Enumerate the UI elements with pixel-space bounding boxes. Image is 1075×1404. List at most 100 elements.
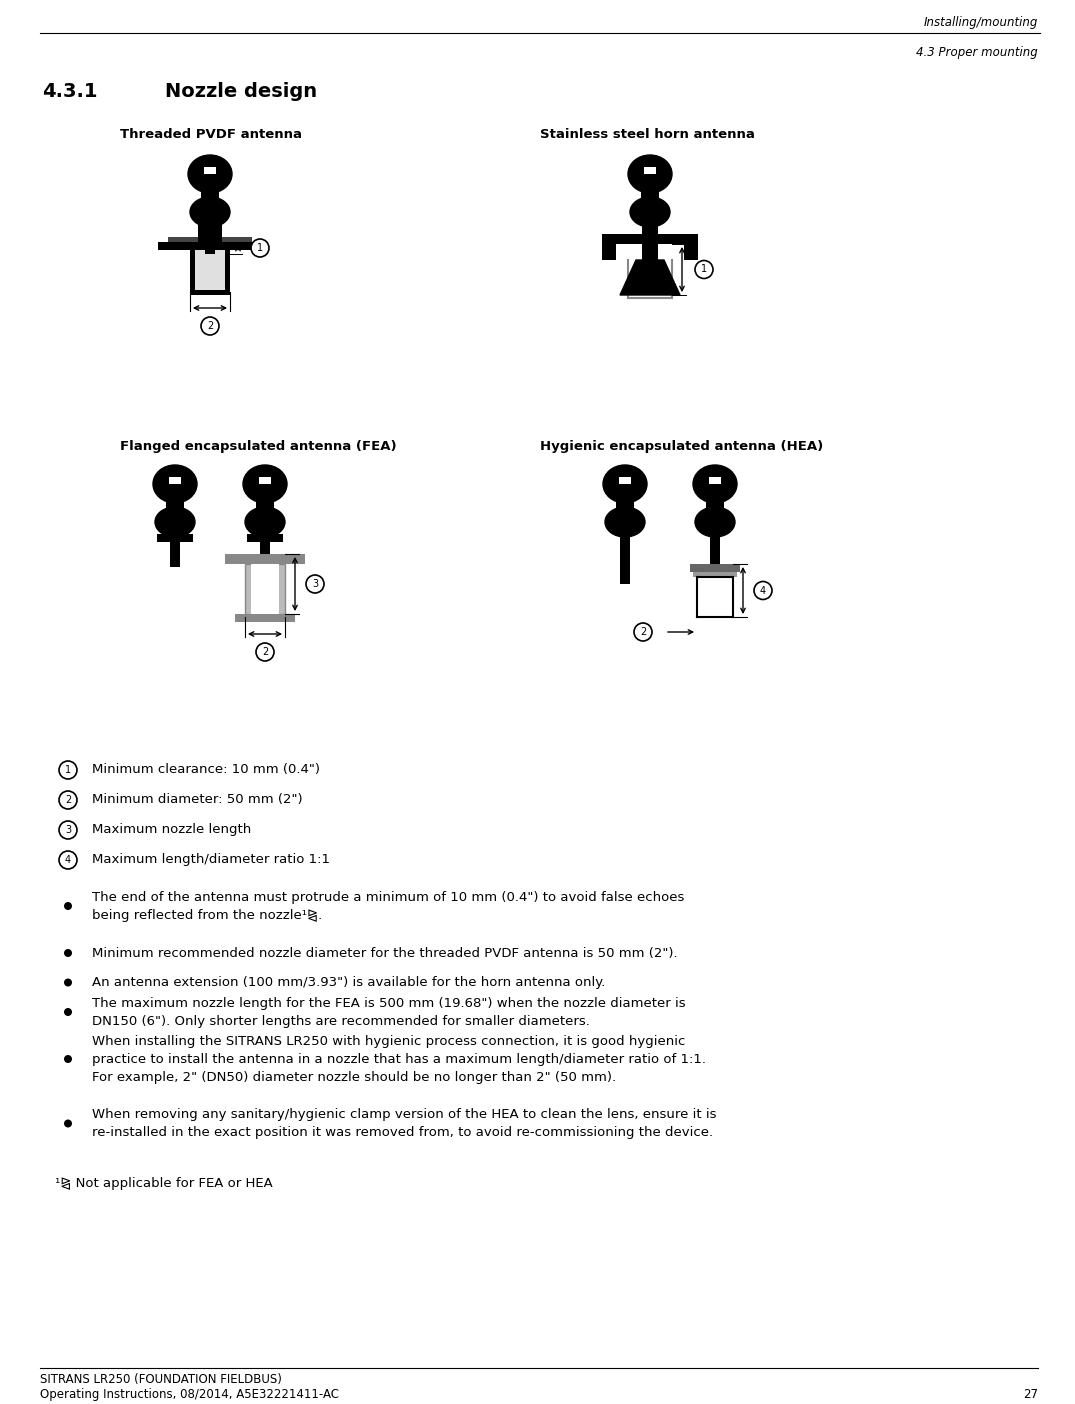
Ellipse shape — [190, 197, 230, 227]
Circle shape — [754, 581, 772, 600]
Bar — [256, 496, 274, 510]
Ellipse shape — [605, 507, 645, 536]
Text: 1: 1 — [701, 264, 707, 275]
Text: Operating Instructions, 08/2014, A5E32221411-AC: Operating Instructions, 08/2014, A5E3222… — [40, 1389, 339, 1401]
Text: Minimum diameter: 50 mm (2"): Minimum diameter: 50 mm (2") — [92, 793, 303, 806]
Ellipse shape — [630, 197, 670, 227]
Bar — [201, 199, 219, 225]
Text: When installing the SITRANS LR250 with hygienic process connection, it is good h: When installing the SITRANS LR250 with h… — [92, 1035, 706, 1084]
Bar — [641, 185, 659, 199]
Text: Threaded PVDF antenna: Threaded PVDF antenna — [120, 128, 302, 140]
Circle shape — [634, 623, 653, 642]
Circle shape — [64, 979, 72, 987]
Bar — [693, 571, 737, 577]
Text: 3: 3 — [312, 578, 318, 590]
Bar — [205, 240, 215, 254]
Bar — [706, 510, 723, 534]
Bar — [690, 564, 740, 571]
Bar — [166, 510, 184, 534]
Bar — [256, 510, 274, 534]
Bar — [620, 534, 630, 584]
Bar — [710, 477, 721, 484]
Bar — [225, 555, 305, 564]
Text: 4: 4 — [64, 855, 71, 865]
Ellipse shape — [188, 154, 232, 192]
Text: The end of the antenna must protrude a minimum of 10 mm (0.4") to avoid false ec: The end of the antenna must protrude a m… — [92, 890, 685, 921]
Text: 2: 2 — [640, 628, 646, 637]
Bar — [658, 244, 684, 258]
Bar — [259, 477, 271, 484]
Bar — [710, 534, 720, 564]
Text: Maximum length/diameter ratio 1:1: Maximum length/diameter ratio 1:1 — [92, 854, 330, 866]
Polygon shape — [620, 260, 680, 295]
Bar — [642, 244, 658, 260]
Bar — [170, 542, 180, 567]
Text: SITRANS LR250 (FOUNDATION FIELDBUS): SITRANS LR250 (FOUNDATION FIELDBUS) — [40, 1373, 282, 1386]
Text: 2: 2 — [262, 647, 268, 657]
Text: 27: 27 — [1023, 1389, 1038, 1401]
Ellipse shape — [243, 465, 287, 503]
Circle shape — [59, 821, 77, 840]
Bar — [616, 244, 642, 258]
Bar — [225, 250, 230, 291]
Bar — [602, 244, 616, 260]
Circle shape — [256, 643, 274, 661]
Circle shape — [696, 261, 713, 278]
Bar — [602, 234, 698, 244]
Circle shape — [64, 1008, 72, 1016]
Text: Maximum nozzle length: Maximum nozzle length — [92, 824, 252, 837]
Bar — [201, 185, 219, 199]
Text: An antenna extension (100 mm/3.93") is available for the horn antenna only.: An antenna extension (100 mm/3.93") is a… — [92, 976, 605, 988]
Ellipse shape — [153, 465, 197, 503]
Bar — [190, 250, 195, 291]
Text: 4.3 Proper mounting: 4.3 Proper mounting — [916, 46, 1038, 59]
Bar — [616, 510, 634, 534]
Text: The maximum nozzle length for the FEA is 500 mm (19.68") when the nozzle diamete: The maximum nozzle length for the FEA is… — [92, 997, 686, 1028]
Circle shape — [250, 239, 269, 257]
Bar — [190, 291, 230, 295]
Ellipse shape — [245, 507, 285, 536]
Bar — [235, 614, 295, 622]
Bar — [157, 534, 194, 542]
Bar — [247, 534, 283, 542]
Bar — [245, 564, 285, 614]
Bar — [158, 241, 262, 250]
Bar — [204, 167, 216, 174]
Text: Stainless steel horn antenna: Stainless steel horn antenna — [540, 128, 755, 140]
Text: 1: 1 — [64, 765, 71, 775]
Text: 2: 2 — [64, 795, 71, 804]
Bar — [619, 477, 631, 484]
Text: 1: 1 — [257, 243, 263, 253]
Ellipse shape — [693, 465, 737, 503]
Bar — [168, 237, 252, 241]
Bar — [250, 564, 280, 614]
Text: When removing any sanitary/hygienic clamp version of the HEA to clean the lens, : When removing any sanitary/hygienic clam… — [92, 1108, 717, 1139]
Bar — [706, 496, 723, 510]
Circle shape — [59, 851, 77, 869]
Bar — [169, 477, 181, 484]
Circle shape — [64, 1054, 72, 1063]
Bar — [684, 244, 698, 260]
Circle shape — [64, 949, 72, 958]
Circle shape — [59, 761, 77, 779]
Bar — [641, 199, 659, 225]
Bar — [616, 496, 634, 510]
Circle shape — [201, 317, 219, 336]
Circle shape — [64, 1119, 72, 1127]
Circle shape — [59, 790, 77, 809]
Bar — [644, 167, 656, 174]
Text: 4.3.1: 4.3.1 — [42, 81, 98, 101]
Text: 4: 4 — [760, 585, 766, 595]
Bar — [260, 542, 270, 555]
Text: Hygienic encapsulated antenna (HEA): Hygienic encapsulated antenna (HEA) — [540, 439, 823, 453]
Ellipse shape — [628, 154, 672, 192]
Circle shape — [64, 901, 72, 910]
Bar — [198, 225, 223, 241]
Text: Flanged encapsulated antenna (FEA): Flanged encapsulated antenna (FEA) — [120, 439, 397, 453]
Text: Nozzle design: Nozzle design — [164, 81, 317, 101]
Text: 2: 2 — [206, 322, 213, 331]
Ellipse shape — [155, 507, 195, 536]
Ellipse shape — [603, 465, 647, 503]
Text: Minimum clearance: 10 mm (0.4"): Minimum clearance: 10 mm (0.4") — [92, 764, 320, 776]
Bar — [642, 225, 658, 234]
